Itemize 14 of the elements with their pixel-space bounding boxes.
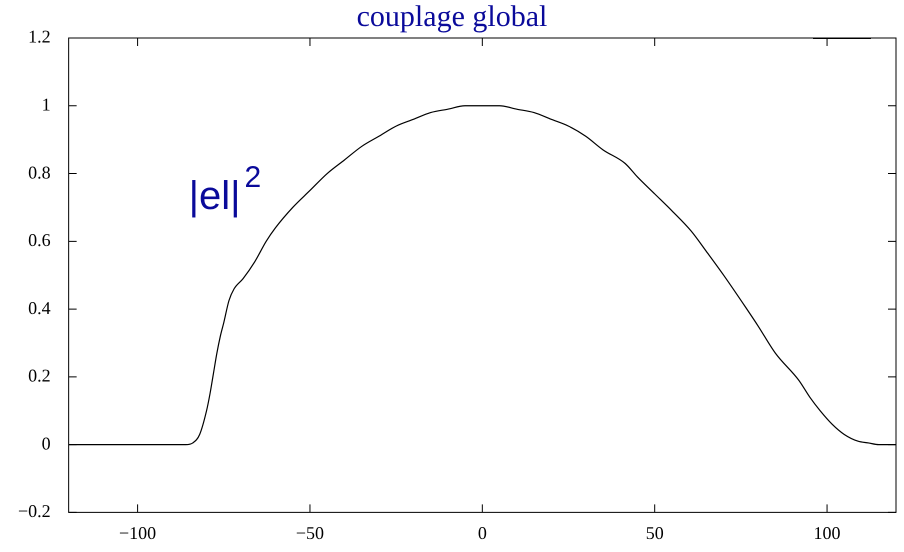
x-tick-label: 0	[478, 522, 487, 543]
y-tick-label: 0.6	[28, 230, 51, 250]
x-tick-label: 100	[814, 522, 841, 543]
x-tick-label: −50	[296, 522, 324, 543]
y-tick-label: 0.2	[28, 366, 51, 386]
x-tick-label: 50	[646, 522, 664, 543]
y-tick-label: 0.4	[28, 298, 51, 318]
y-tick-label: 0	[42, 433, 51, 454]
y-tick-label: 1.2	[28, 26, 51, 47]
chart-title: couplage global	[356, 0, 548, 33]
y-tick-label: 1	[42, 94, 51, 115]
y-tick-label: −0.2	[18, 501, 51, 522]
y-tick-label: 0.8	[28, 162, 51, 182]
x-tick-label: −100	[119, 522, 156, 543]
